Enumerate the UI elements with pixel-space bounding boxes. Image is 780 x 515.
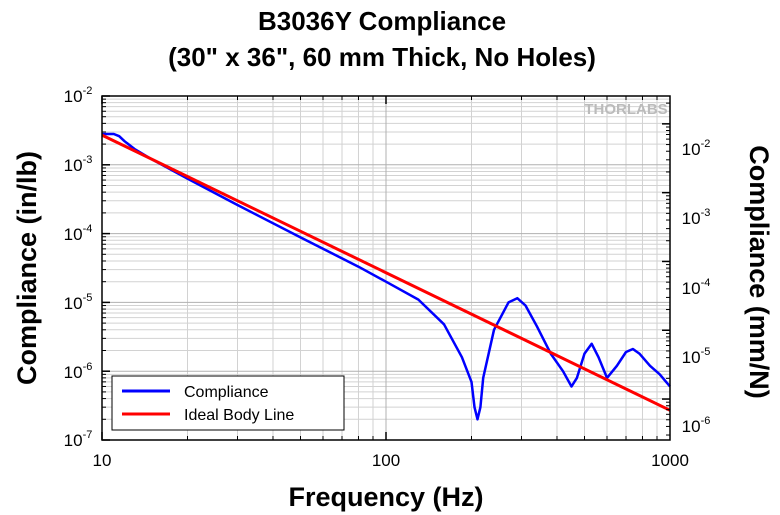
chart-subtitle: (30" x 36", 60 mm Thick, No Holes) bbox=[168, 42, 596, 72]
y-axis-label-left: Compliance (in/lb) bbox=[12, 151, 42, 385]
x-tick-label: 10 bbox=[93, 451, 112, 470]
y-tick-label: 10-6 bbox=[64, 361, 93, 382]
y-right-tick-label: 10-2 bbox=[682, 138, 711, 159]
series-line-ideal-body-line bbox=[101, 133, 671, 412]
y-right-tick-label: 10-4 bbox=[682, 277, 711, 298]
series-line-compliance bbox=[102, 132, 671, 421]
y-right-tick-label: 10-6 bbox=[682, 415, 711, 436]
x-tick-labels: 10 100 1000 bbox=[93, 451, 689, 470]
y-right-tick-label: 10-5 bbox=[682, 346, 711, 367]
x-tick-label: 1000 bbox=[651, 451, 689, 470]
y-tick-labels: 10-7 10-6 10-5 10-4 10-3 10-2 bbox=[64, 85, 93, 450]
legend-box bbox=[111, 375, 345, 431]
y-axis-label-right: Compliance (mm/N) bbox=[744, 145, 774, 399]
grid-major bbox=[102, 96, 670, 440]
y-tick-label: 10-5 bbox=[64, 292, 93, 313]
legend: Compliance Ideal Body Line bbox=[111, 375, 345, 431]
y-tick-label: 10-3 bbox=[64, 154, 93, 175]
legend-label-ideal-body-line: Ideal Body Line bbox=[184, 407, 294, 424]
x-tick-label: 100 bbox=[372, 451, 400, 470]
axis-ticks bbox=[101, 95, 670, 441]
legend-label-compliance: Compliance bbox=[184, 384, 269, 401]
chart-title: B3036Y Compliance bbox=[258, 6, 506, 36]
y-right-tick-label: 10-3 bbox=[682, 207, 711, 228]
y-tick-label: 10-2 bbox=[64, 85, 93, 106]
x-axis-label: Frequency (Hz) bbox=[288, 482, 483, 512]
y-right-tick-labels: 10-6 10-5 10-4 10-3 10-2 bbox=[682, 138, 711, 436]
y-tick-label: 10-7 bbox=[64, 429, 93, 450]
thorlabs-watermark: THORLABS bbox=[584, 101, 667, 118]
y-tick-label: 10-4 bbox=[64, 223, 93, 244]
series-layer bbox=[101, 132, 671, 421]
